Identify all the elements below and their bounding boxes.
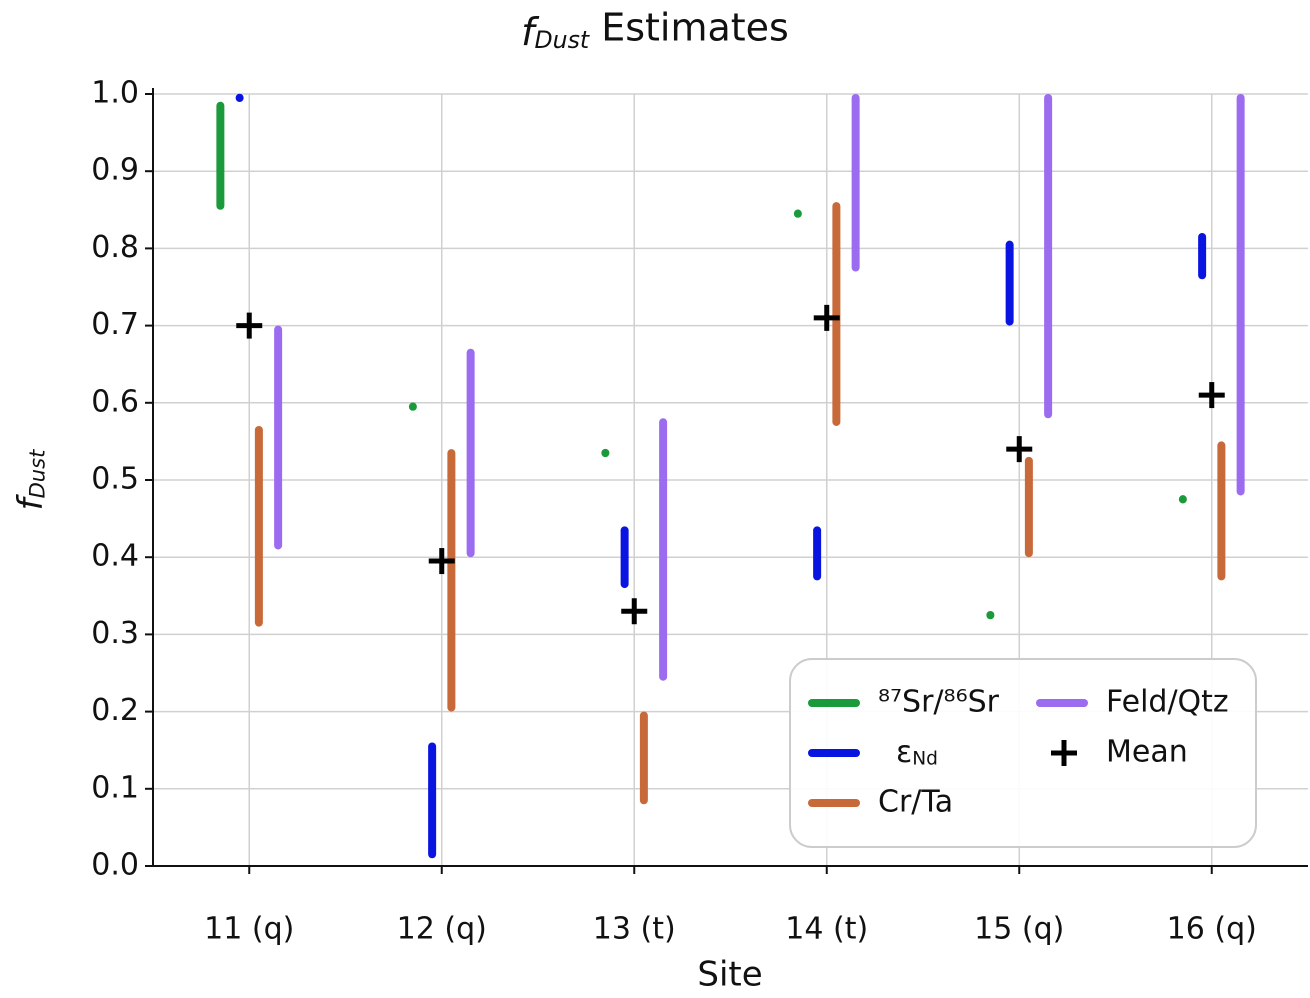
legend-label: Mean (1106, 735, 1188, 770)
mean-marker (1198, 382, 1225, 409)
y-tick-label: 0.8 (91, 230, 139, 265)
mean-marker (236, 312, 263, 339)
x-tick-label: 14 (t) (785, 912, 868, 947)
y-tick-label: 0.2 (91, 693, 139, 728)
y-tick-label: 0.6 (91, 384, 139, 419)
legend-marker (1051, 740, 1077, 766)
legend-label: Feld/Qtz (1106, 685, 1229, 720)
y-tick-label: 0.4 (91, 539, 139, 574)
x-tick-label: 15 (q) (974, 912, 1064, 947)
mean-marker (813, 304, 840, 331)
mean-marker (1006, 436, 1033, 463)
y-tick-label: 0.9 (91, 153, 139, 188)
y-tick-label: 0.7 (91, 307, 139, 342)
legend-label: ⁸⁷Sr/⁸⁶Sr (878, 685, 1000, 720)
y-tick-label: 0.3 (91, 616, 139, 651)
legend-label: εNd (896, 735, 938, 770)
x-axis-label: Site (697, 955, 762, 995)
y-tick-label: 0.1 (91, 770, 139, 805)
legend-label: Cr/Ta (878, 785, 953, 820)
mean-marker (621, 598, 648, 625)
y-tick-label: 0.5 (91, 462, 139, 497)
y-axis-label: fDust (11, 449, 51, 511)
chart-title: fDust Estimates (521, 5, 789, 53)
x-tick-label: 16 (q) (1167, 912, 1257, 947)
legend-box (789, 658, 1257, 848)
x-tick-label: 12 (q) (397, 912, 487, 947)
x-tick-label: 11 (q) (204, 912, 294, 947)
y-tick-label: 0.0 (91, 848, 139, 883)
x-tick-label: 13 (t) (593, 912, 676, 947)
mean-marker (428, 548, 455, 575)
y-tick-label: 1.0 (91, 76, 139, 111)
